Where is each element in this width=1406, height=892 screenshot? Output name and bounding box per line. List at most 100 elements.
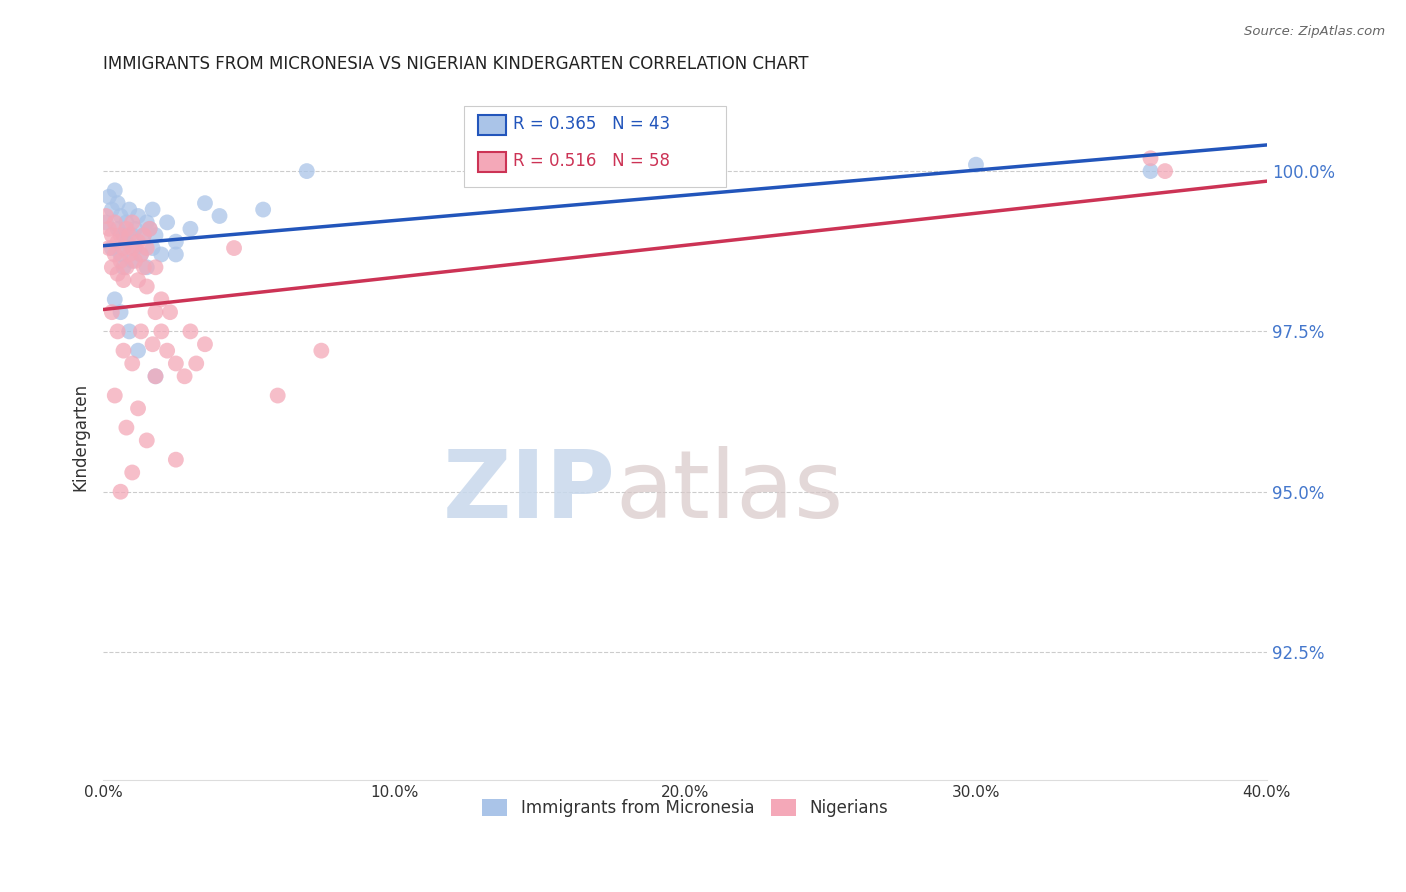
Text: Source: ZipAtlas.com: Source: ZipAtlas.com — [1244, 25, 1385, 38]
Point — [110, 484, 132, 499]
Point — [124, 241, 146, 255]
Point — [104, 215, 127, 229]
Point — [173, 369, 195, 384]
Point — [127, 401, 149, 416]
Point — [110, 305, 132, 319]
Text: atlas: atlas — [616, 446, 844, 538]
Point — [118, 228, 141, 243]
Point — [165, 452, 187, 467]
Point — [145, 369, 167, 384]
Text: ZIP: ZIP — [443, 446, 616, 538]
Point — [142, 241, 165, 255]
Point — [132, 228, 155, 243]
Point — [127, 209, 149, 223]
Point — [127, 273, 149, 287]
Point — [252, 202, 274, 217]
Point — [194, 196, 217, 211]
Point — [295, 164, 318, 178]
Point — [112, 343, 135, 358]
Point — [107, 267, 129, 281]
Point — [115, 420, 138, 434]
Point — [132, 260, 155, 275]
Point — [107, 196, 129, 211]
Point — [186, 356, 208, 370]
Point — [104, 388, 127, 402]
Point — [129, 247, 152, 261]
Point — [159, 305, 181, 319]
Point — [165, 356, 187, 370]
Point — [94, 209, 117, 223]
Point — [1139, 164, 1161, 178]
Point — [208, 209, 231, 223]
Point — [97, 222, 120, 236]
Y-axis label: Kindergarten: Kindergarten — [72, 384, 89, 491]
Point — [150, 325, 173, 339]
Point — [121, 241, 143, 255]
Point — [97, 190, 120, 204]
Text: R = 0.365   N = 43: R = 0.365 N = 43 — [513, 115, 669, 133]
Point — [101, 260, 124, 275]
Point — [145, 369, 167, 384]
Point — [118, 202, 141, 217]
FancyBboxPatch shape — [478, 153, 506, 171]
Point — [132, 228, 155, 243]
Point — [194, 337, 217, 351]
Point — [267, 388, 290, 402]
Point — [311, 343, 333, 358]
Point — [138, 222, 160, 236]
Point — [112, 273, 135, 287]
FancyBboxPatch shape — [464, 106, 725, 186]
Point — [115, 235, 138, 249]
Point — [150, 293, 173, 307]
Point — [104, 247, 127, 261]
Point — [145, 260, 167, 275]
Point — [1139, 151, 1161, 165]
Legend: Immigrants from Micronesia, Nigerians: Immigrants from Micronesia, Nigerians — [475, 792, 894, 823]
Point — [179, 325, 201, 339]
Point — [129, 325, 152, 339]
Point — [101, 202, 124, 217]
Point — [107, 222, 129, 236]
Point — [112, 260, 135, 275]
Point — [156, 343, 179, 358]
Point — [165, 247, 187, 261]
Point — [121, 215, 143, 229]
Point — [138, 222, 160, 236]
Point — [112, 241, 135, 255]
Point — [145, 305, 167, 319]
Point — [121, 356, 143, 370]
Point — [101, 305, 124, 319]
Point — [124, 222, 146, 236]
Point — [110, 209, 132, 223]
Point — [107, 235, 129, 249]
Point — [121, 466, 143, 480]
Point — [118, 247, 141, 261]
Point — [115, 215, 138, 229]
Point — [129, 247, 152, 261]
Point — [150, 247, 173, 261]
Point — [101, 228, 124, 243]
Point — [142, 202, 165, 217]
Point — [115, 222, 138, 236]
Point — [179, 222, 201, 236]
Point — [135, 260, 157, 275]
Point — [97, 241, 120, 255]
Point — [112, 228, 135, 243]
Point — [165, 235, 187, 249]
Point — [104, 293, 127, 307]
Point — [1154, 164, 1177, 178]
Point — [121, 228, 143, 243]
Point — [104, 183, 127, 197]
Point — [145, 228, 167, 243]
Point — [135, 241, 157, 255]
Point — [121, 253, 143, 268]
Point — [135, 434, 157, 448]
Point — [127, 235, 149, 249]
Point — [101, 241, 124, 255]
Point — [110, 228, 132, 243]
Point — [222, 241, 245, 255]
Point — [110, 247, 132, 261]
Point — [135, 215, 157, 229]
FancyBboxPatch shape — [478, 115, 506, 135]
Point — [124, 253, 146, 268]
